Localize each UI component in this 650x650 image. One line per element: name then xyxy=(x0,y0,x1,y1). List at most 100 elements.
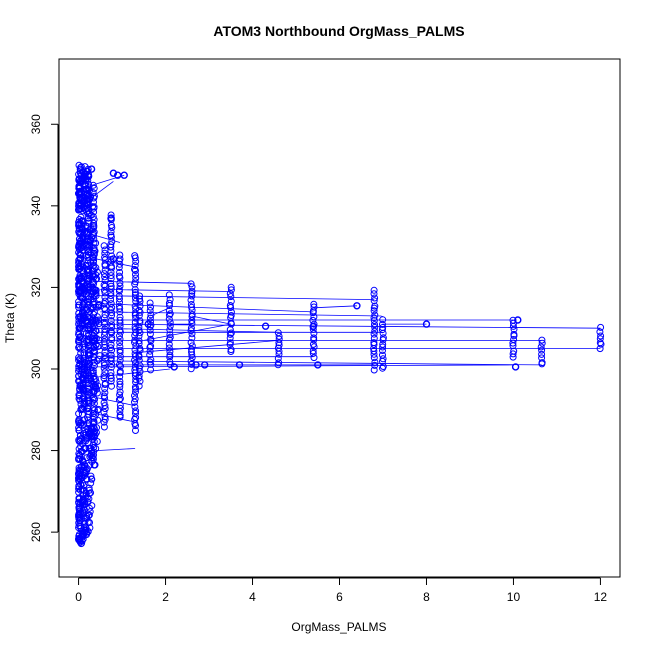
data-point xyxy=(131,352,139,360)
data-point xyxy=(89,326,97,334)
data-point xyxy=(166,326,174,334)
data-point xyxy=(90,208,98,216)
data-point xyxy=(77,367,85,375)
data-point xyxy=(75,206,83,213)
data-point xyxy=(370,334,378,342)
data-point xyxy=(94,343,102,350)
data-point xyxy=(90,425,98,432)
data-point xyxy=(85,197,93,205)
data-point xyxy=(509,350,517,358)
data-point xyxy=(89,181,97,189)
data-point xyxy=(79,440,87,448)
data-point xyxy=(275,332,283,340)
data-point xyxy=(87,479,95,487)
data-point xyxy=(107,296,115,303)
data-point xyxy=(78,527,86,535)
data-point xyxy=(131,302,139,310)
data-point xyxy=(274,354,282,362)
data-point xyxy=(91,395,99,403)
data-point xyxy=(146,314,154,322)
data-point xyxy=(379,340,387,348)
data-point xyxy=(85,511,93,519)
data-point xyxy=(188,320,196,327)
data-point xyxy=(90,257,98,265)
data-point xyxy=(188,283,196,291)
data-point xyxy=(75,287,83,294)
data-point xyxy=(510,336,518,343)
data-point xyxy=(135,382,143,390)
data-point xyxy=(187,280,195,288)
data-point xyxy=(90,375,98,383)
data-point xyxy=(90,343,98,351)
data-point xyxy=(80,351,88,359)
data-point xyxy=(147,335,155,343)
data-point xyxy=(115,302,123,310)
data-point xyxy=(370,339,378,347)
data-point xyxy=(108,304,116,312)
data-point xyxy=(187,324,195,332)
data-point xyxy=(131,265,138,273)
series-line xyxy=(191,315,231,325)
data-point xyxy=(261,322,270,330)
series-line xyxy=(100,303,314,313)
data-point xyxy=(84,425,92,433)
data-point xyxy=(75,427,83,434)
data-point xyxy=(309,322,318,330)
data-point xyxy=(166,348,174,356)
data-point xyxy=(131,262,139,270)
data-point xyxy=(84,200,92,208)
data-point xyxy=(597,332,605,340)
data-point xyxy=(131,288,139,296)
data-point xyxy=(89,317,97,325)
data-point xyxy=(187,301,195,308)
series-line xyxy=(143,323,231,341)
data-point xyxy=(100,408,108,416)
data-point xyxy=(78,217,85,225)
data-point xyxy=(90,235,98,243)
data-point xyxy=(371,294,379,302)
x-tick-label: 0 xyxy=(75,590,82,604)
data-point xyxy=(75,161,83,169)
data-point xyxy=(107,289,115,297)
data-point xyxy=(235,361,244,369)
data-point xyxy=(131,325,139,333)
data-point xyxy=(89,428,97,436)
data-point xyxy=(101,389,109,397)
data-point xyxy=(200,361,209,369)
data-point xyxy=(90,291,98,299)
data-point xyxy=(76,377,84,385)
data-point xyxy=(538,336,546,344)
data-point xyxy=(90,394,97,402)
data-point xyxy=(107,328,115,336)
data-point xyxy=(89,396,97,404)
data-point xyxy=(136,295,144,303)
data-point xyxy=(107,300,115,308)
data-point xyxy=(537,343,545,351)
data-point xyxy=(115,272,123,280)
data-point xyxy=(107,285,115,293)
data-point xyxy=(89,295,97,303)
data-point xyxy=(309,347,317,355)
x-tick-label: 2 xyxy=(162,590,169,604)
data-point xyxy=(75,356,83,364)
data-point xyxy=(90,347,98,354)
data-point xyxy=(187,339,195,347)
data-point xyxy=(116,251,124,259)
data-point xyxy=(90,239,98,247)
data-point xyxy=(116,282,124,290)
data-point xyxy=(132,274,140,282)
data-point xyxy=(116,335,124,343)
data-point xyxy=(85,326,93,334)
data-point xyxy=(85,410,93,418)
data-point xyxy=(86,519,93,526)
data-point xyxy=(226,290,234,298)
data-point xyxy=(115,286,123,293)
data-point xyxy=(79,468,87,476)
data-point xyxy=(166,310,174,318)
data-point xyxy=(132,409,139,417)
series-line xyxy=(313,305,357,309)
data-point xyxy=(371,358,379,366)
data-point xyxy=(166,322,174,330)
data-point xyxy=(90,244,98,252)
